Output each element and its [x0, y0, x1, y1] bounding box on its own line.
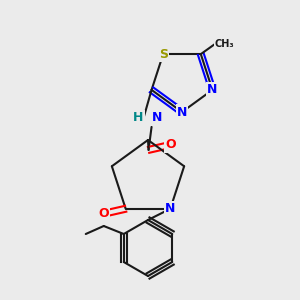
Text: N: N — [207, 83, 218, 96]
Text: N: N — [165, 202, 175, 215]
Text: N: N — [152, 111, 162, 124]
Text: O: O — [165, 138, 176, 152]
Text: S: S — [159, 48, 168, 61]
Text: H: H — [133, 111, 144, 124]
Text: O: O — [98, 207, 109, 220]
Text: CH₃: CH₃ — [215, 39, 234, 49]
Text: N: N — [177, 106, 187, 118]
